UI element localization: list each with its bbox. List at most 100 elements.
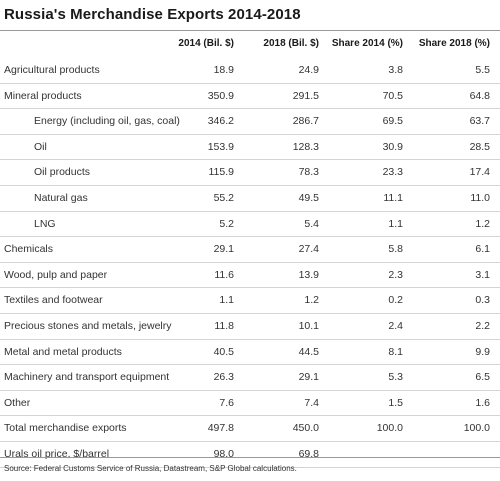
table-row: Wood, pulp and paper 11.6 13.9 2.3 3.1 [0,263,500,289]
cell-value-2014: 115.9 [208,166,235,179]
row-label: Oil products [34,166,91,179]
cell-value-2018: 13.9 [298,268,319,281]
row-label: Urals oil price, $/barrel [4,447,110,460]
cell-value-2018: 27.4 [298,243,319,256]
cell-share-2014: 5.3 [388,371,403,384]
row-label: Machinery and transport equipment [4,371,170,384]
cell-value-2014: 346.2 [207,115,234,128]
column-header-share-2014: Share 2014 (%) [331,38,403,49]
cell-value-2014: 26.3 [213,371,234,384]
cell-share-2014: 1.5 [388,396,403,409]
cell-share-2018: 0.3 [475,294,490,307]
cell-share-2014: 2.3 [388,268,403,281]
cell-share-2014: 5.8 [388,243,403,256]
cell-share-2014: 23.3 [382,166,403,179]
cell-share-2014: 70.5 [382,89,403,102]
cell-value-2014: 5.2 [219,217,234,230]
cell-share-2018: 100.0 [463,422,490,435]
cell-share-2018: 11.0 [470,191,490,204]
cell-value-2018: 7.4 [304,396,319,409]
cell-share-2018: 63.7 [469,115,490,128]
row-label: Chemicals [4,243,54,256]
cell-share-2014: 3.8 [388,64,403,76]
cell-share-2014: 1.1 [388,217,403,230]
cell-value-2018: 69.8 [298,447,319,460]
cell-share-2014: 100.0 [376,422,403,435]
cell-value-2014: 350.9 [207,89,234,102]
row-label: Wood, pulp and paper [4,268,108,281]
cell-value-2014: 98.0 [213,447,234,460]
top-rule [0,30,500,31]
cell-share-2018: 1.2 [475,217,490,230]
cell-value-2014: 11.8 [214,319,234,332]
table-row: Oil 153.9 128.3 30.9 28.5 [0,135,500,161]
cell-value-2018: 24.9 [298,64,319,76]
cell-value-2018: 128.3 [292,140,319,153]
cell-share-2014: 2.4 [388,319,403,332]
row-label: Total merchandise exports [4,422,127,435]
cell-value-2018: 5.4 [304,217,319,230]
cell-share-2018: 9.9 [475,345,490,358]
table-row: Oil products 115.9 78.3 23.3 17.4 [0,160,500,186]
cell-value-2018: 1.2 [304,294,319,307]
row-label: Agricultural products [4,64,100,76]
table-row: Urals oil price, $/barrel 98.0 69.8 [0,442,500,468]
table-title: Russia's Merchandise Exports 2014-2018 [4,6,301,23]
table-row: Machinery and transport equipment 26.3 29.… [0,365,500,391]
cell-share-2018: 17.4 [469,166,490,179]
table-row: Agricultural products 18.9 24.9 3.8 5.5 [0,58,500,84]
cell-share-2018: 64.8 [469,89,490,102]
row-label: Mineral products [4,89,82,102]
table-row: Chemicals 29.1 27.4 5.8 6.1 [0,237,500,263]
cell-value-2018: 44.5 [298,345,319,358]
cell-share-2018: 1.6 [475,396,490,409]
row-label: Metal and metal products [4,345,122,358]
cell-share-2014: 11.1 [383,191,403,204]
source-note: Source: Federal Customs Service of Russi… [4,464,297,473]
row-label: Energy (including oil, gas, coal) [34,115,180,128]
row-label: Precious stones and metals, jewelry [4,319,172,332]
table-body: Agricultural products 18.9 24.9 3.8 5.5 Miner… [0,58,500,468]
table-row: Mineral products 350.9 291.5 70.5 64.8 [0,84,500,110]
cell-value-2018: 29.1 [298,371,319,384]
column-header-2018: 2018 (Bil. $) [263,38,319,49]
cell-share-2014: 69.5 [382,115,403,128]
table-row: Metal and metal products 40.5 44.5 8.1 9.9 [0,340,500,366]
table-row: Energy (including oil, gas, coal) 346.2 28… [0,109,500,135]
cell-value-2014: 55.2 [213,191,234,204]
cell-share-2018: 3.1 [475,268,490,281]
cell-share-2018: 6.1 [475,243,490,256]
bottom-rule [0,457,500,458]
cell-value-2018: 78.3 [298,166,319,179]
cell-value-2018: 450.0 [292,422,319,435]
cell-value-2014: 11.6 [214,268,234,281]
row-label: Natural gas [34,191,88,204]
row-label: LNG [34,217,56,230]
cell-share-2018: 5.5 [475,64,490,76]
table-row: Other 7.6 7.4 1.5 1.6 [0,391,500,417]
row-label: Other [4,396,31,409]
column-headers: 2014 (Bil. $) 2018 (Bil. $) Share 2014 (… [0,34,500,56]
cell-value-2018: 49.5 [298,191,319,204]
cell-value-2014: 1.1 [219,294,234,307]
cell-value-2014: 7.6 [219,396,234,409]
row-label: Textiles and footwear [4,294,103,307]
table-row: Textiles and footwear 1.1 1.2 0.2 0.3 [0,288,500,314]
cell-value-2014: 153.9 [207,140,234,153]
cell-value-2014: 40.5 [213,345,234,358]
cell-value-2018: 286.7 [292,115,319,128]
column-header-2014: 2014 (Bil. $) [178,38,234,49]
cell-share-2018: 6.5 [475,371,490,384]
table-row: Total merchandise exports 497.8 450.0 100.0… [0,416,500,442]
table-row: LNG 5.2 5.4 1.1 1.2 [0,212,500,238]
cell-share-2014: 8.1 [388,345,403,358]
cell-value-2014: 497.8 [207,422,234,435]
table-row: Natural gas 55.2 49.5 11.1 11.0 [0,186,500,212]
cell-share-2018: 2.2 [475,319,490,332]
cell-share-2014: 30.9 [382,140,403,153]
table-row: Precious stones and metals, jewelry 11.8 1… [0,314,500,340]
column-header-share-2018: Share 2018 (%) [418,38,490,49]
row-label: Oil [34,140,47,153]
cell-value-2014: 29.1 [213,243,234,256]
